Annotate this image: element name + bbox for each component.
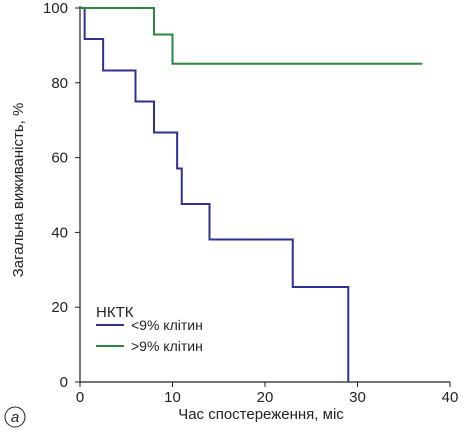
plot-area <box>80 7 423 382</box>
x-tick-label: 0 <box>76 389 84 406</box>
y-tick-label: 100 <box>43 0 68 17</box>
legend: НКТК <9% клітин >9% клітин <box>96 304 203 354</box>
y-axis-label: Загальна виживаність, % <box>10 103 27 278</box>
y-tick-label: 0 <box>60 374 68 391</box>
series-line-0 <box>80 7 350 382</box>
y-tick-label: 40 <box>51 224 68 241</box>
x-axis-label: Час спостереження, міс <box>178 406 344 423</box>
x-tick-label: 20 <box>257 389 274 406</box>
axes: 0 10 20 30 40 0 20 40 60 80 100 <box>43 0 458 406</box>
x-tick-label: 30 <box>349 389 366 406</box>
x-tick-label: 40 <box>442 389 459 406</box>
x-tick-label: 10 <box>164 389 181 406</box>
panel-label-text: а <box>11 409 19 426</box>
legend-label-0: <9% клітин <box>131 317 203 333</box>
legend-title: НКТК <box>96 304 134 321</box>
legend-label-1: >9% клітин <box>131 338 203 354</box>
panel-label-circle <box>4 406 26 428</box>
panel-label: а <box>4 406 26 428</box>
y-tick-label: 20 <box>51 299 68 316</box>
series-line-1 <box>80 7 423 65</box>
y-tick-label: 60 <box>51 150 68 167</box>
y-tick-label: 80 <box>51 75 68 92</box>
